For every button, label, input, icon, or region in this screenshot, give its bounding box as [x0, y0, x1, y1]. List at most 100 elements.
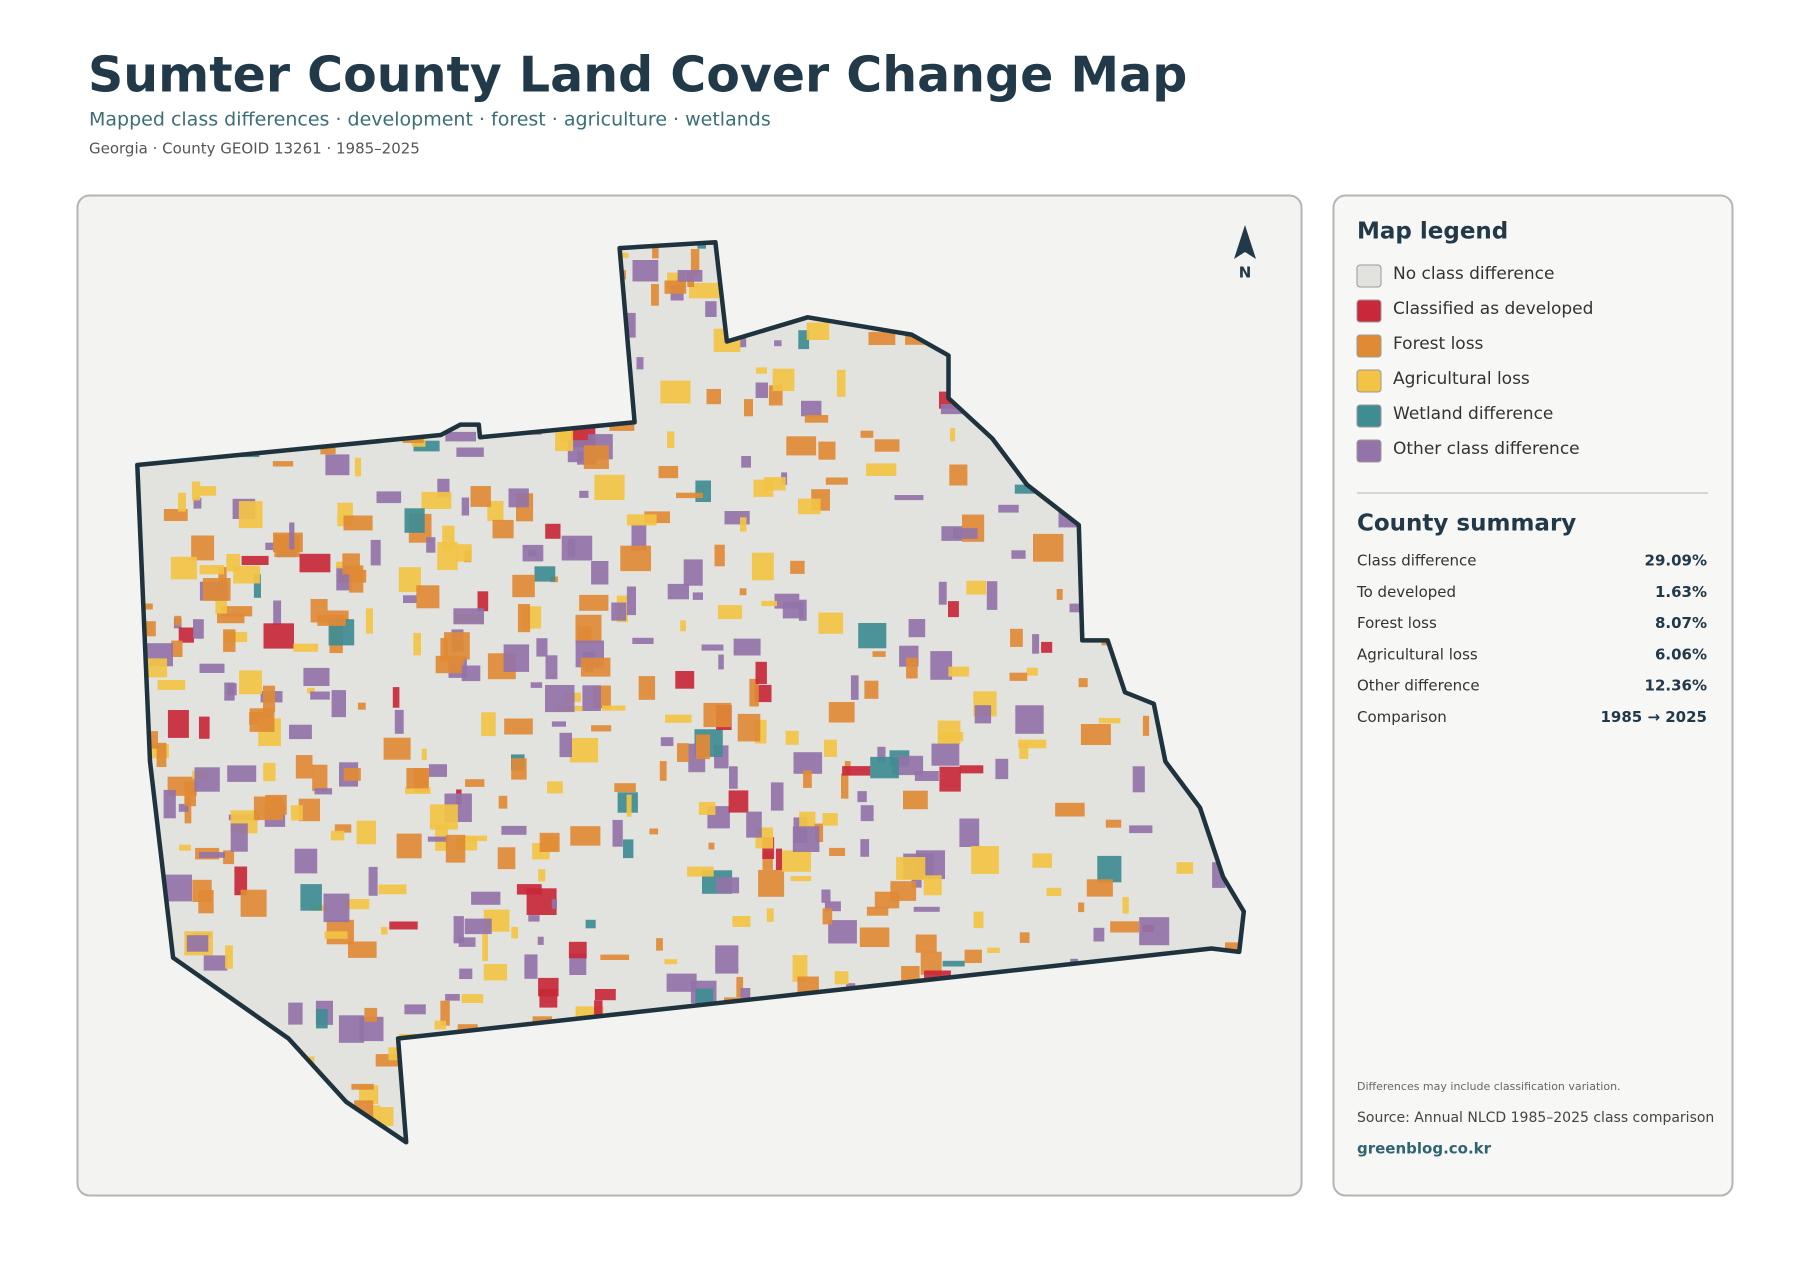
summary-label: Class difference	[1357, 552, 1477, 570]
change-patch	[582, 685, 601, 711]
change-patch	[403, 595, 418, 603]
change-patch	[677, 270, 703, 282]
change-patch	[659, 761, 667, 781]
change-patch	[455, 544, 472, 562]
change-patch	[892, 755, 924, 776]
change-patch	[824, 739, 837, 757]
change-patch	[289, 522, 295, 550]
change-patch	[303, 667, 330, 686]
change-patch	[1014, 484, 1037, 494]
change-patch	[290, 805, 303, 821]
change-patch	[701, 644, 724, 651]
change-patch	[950, 428, 956, 442]
change-patch	[234, 866, 248, 896]
change-patch	[263, 762, 276, 782]
change-patch	[461, 497, 470, 516]
change-patch	[482, 934, 488, 962]
change-patch	[915, 934, 937, 953]
change-patch	[511, 758, 527, 780]
change-patch	[746, 811, 762, 838]
change-patch	[528, 915, 540, 922]
change-patch	[733, 638, 761, 656]
change-patch	[530, 682, 543, 688]
change-patch	[797, 976, 819, 995]
change-patch	[790, 560, 805, 574]
change-patch	[343, 768, 361, 781]
change-patch	[995, 758, 1009, 780]
change-patch	[199, 716, 210, 739]
change-patch	[705, 301, 717, 317]
change-patch	[458, 937, 476, 947]
change-patch	[167, 710, 189, 738]
change-patch	[435, 655, 464, 674]
change-patch	[555, 429, 574, 452]
change-patch	[638, 676, 656, 700]
change-patch	[829, 847, 846, 856]
change-patch	[716, 877, 740, 894]
change-patch	[193, 619, 204, 639]
change-patch	[1176, 862, 1194, 874]
change-patch	[569, 953, 587, 975]
change-patch	[265, 542, 278, 550]
change-patch	[497, 847, 516, 870]
change-patch	[539, 832, 560, 852]
change-patch	[365, 608, 373, 634]
change-patch	[501, 825, 527, 835]
change-patch	[930, 651, 953, 680]
change-patch	[749, 678, 759, 707]
change-patch	[334, 824, 352, 833]
change-patch	[766, 908, 774, 922]
summary-value: 1.63%	[1655, 583, 1707, 601]
change-patch	[798, 498, 821, 515]
legend-title: Map legend	[1357, 219, 1508, 245]
change-patch	[323, 893, 350, 923]
change-patch	[295, 755, 313, 779]
change-patch	[822, 813, 838, 826]
change-patch	[570, 826, 601, 846]
change-patch	[1078, 678, 1088, 688]
north-arrow	[1234, 225, 1256, 259]
change-patch	[664, 959, 678, 965]
change-patch	[289, 724, 312, 740]
change-patch	[551, 899, 557, 909]
change-patch	[782, 850, 811, 872]
change-patch	[868, 331, 896, 345]
note: Differences may include classification v…	[1357, 1080, 1621, 1093]
change-patch	[312, 764, 328, 792]
change-patch	[316, 1009, 328, 1029]
change-patch	[971, 846, 999, 874]
change-patch	[894, 495, 924, 501]
change-patch	[741, 456, 751, 468]
change-patch	[534, 566, 556, 582]
legend-swatch	[1356, 404, 1382, 428]
change-patch	[330, 830, 345, 841]
change-patch	[923, 875, 942, 896]
change-patch	[763, 477, 786, 491]
meta: Georgia · County GEOID 13261 · 1985–2025	[89, 140, 420, 158]
change-patch	[508, 488, 529, 508]
change-patch	[416, 585, 440, 609]
change-patch	[689, 282, 720, 299]
change-patch	[801, 400, 822, 417]
change-patch	[803, 770, 812, 788]
change-patch	[804, 415, 829, 423]
change-patch	[836, 369, 846, 397]
change-patch	[405, 787, 431, 794]
change-patch	[683, 559, 703, 586]
change-patch	[217, 613, 245, 624]
change-patch	[577, 626, 592, 641]
change-patch	[714, 544, 725, 567]
change-patch	[1019, 742, 1029, 759]
change-patch	[338, 1015, 365, 1043]
change-patch	[585, 919, 596, 929]
change-patch	[858, 623, 887, 649]
change-patch	[677, 743, 689, 762]
change-patch	[751, 552, 774, 581]
change-patch	[626, 794, 632, 817]
change-patch	[692, 592, 703, 600]
change-patch	[580, 657, 611, 677]
change-patch	[987, 947, 1000, 953]
change-patch	[594, 474, 625, 500]
change-patch	[649, 828, 659, 835]
change-patch	[785, 730, 799, 745]
